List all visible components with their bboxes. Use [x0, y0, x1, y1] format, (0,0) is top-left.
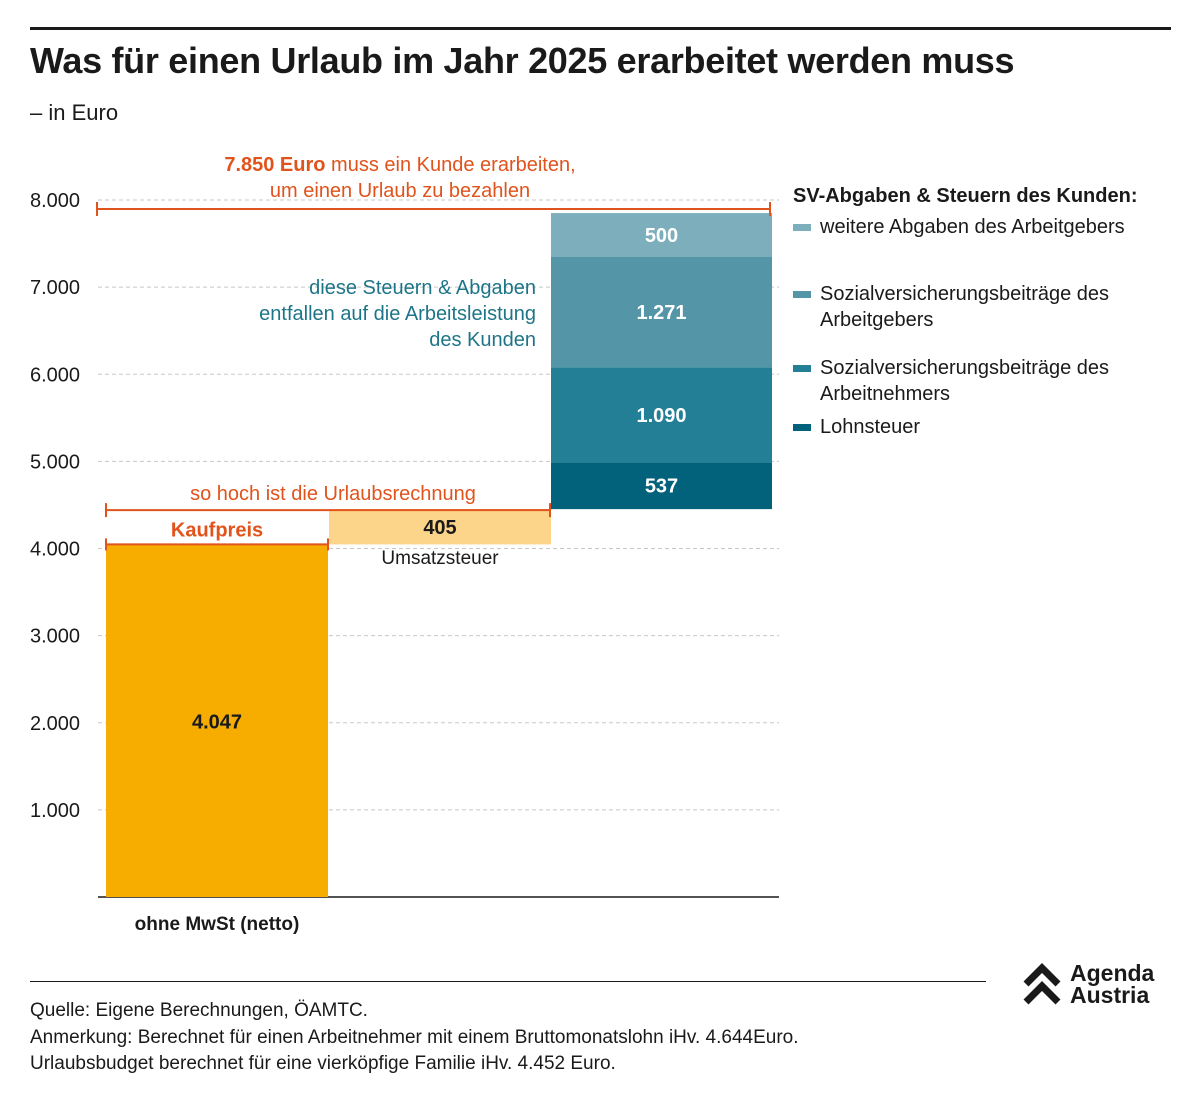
invoice-bracket-label: so hoch ist die Urlaubsrechnung	[190, 483, 476, 505]
legend-swatch	[793, 424, 811, 431]
kaufpreis-label: Kaufpreis	[171, 519, 263, 541]
double-chevron-up-icon	[1023, 963, 1061, 1005]
stack-annotation-line: diese Steuern & Abgaben	[309, 277, 536, 299]
legend-label: Sozialversicherungsbeiträge des Arbeitge…	[820, 283, 1110, 331]
brackets	[96, 202, 771, 551]
stack-data-label: 537	[645, 476, 678, 498]
bar-kaufpreis	[106, 544, 328, 897]
legend-label: Lohnsteuer	[820, 416, 921, 438]
stack-annotation-line: entfallen auf die Arbeitsleistung	[259, 303, 536, 325]
y-tick-label: 3.000	[30, 626, 80, 648]
chart-subtitle: – in Euro	[30, 100, 119, 125]
source-notes: Quelle: Eigene Berechnungen, ÖAMTC. Anme…	[30, 998, 799, 1078]
stack-annotation-line: des Kunden	[429, 329, 536, 351]
stack-data-label: 1.090	[636, 405, 686, 427]
stack-segment-3	[551, 213, 772, 257]
legend-swatch	[793, 224, 811, 231]
y-tick-label: 1.000	[30, 800, 80, 822]
footer-rule	[30, 981, 986, 982]
bar-umsatzsteuer	[329, 509, 551, 545]
logo-text: Agenda Austria	[1070, 960, 1155, 1008]
umsatzsteuer-label: Umsatzsteuer	[381, 548, 499, 569]
stack-segment-2	[551, 256, 772, 368]
note-line: Urlaubsbudget berechnet für eine vierköp…	[30, 1053, 616, 1074]
bars	[106, 213, 772, 897]
source-line: Quelle: Eigene Berechnungen, ÖAMTC.	[30, 1000, 368, 1021]
total-bracket-rest: muss ein Kunde erarbeiten,	[326, 154, 576, 176]
y-tick-label: 8.000	[30, 190, 80, 212]
stack-segment-1	[551, 367, 772, 463]
y-tick-label: 2.000	[30, 713, 80, 735]
top-rule	[30, 27, 1171, 30]
stack-data-label: 1.271	[636, 302, 686, 324]
y-tick-label: 5.000	[30, 451, 80, 473]
stack-data-label: 500	[645, 225, 678, 247]
y-tick-label: 7.000	[30, 277, 80, 299]
y-tick-label: 6.000	[30, 364, 80, 386]
y-tick-label: 4.000	[30, 539, 80, 561]
data-label: 405	[423, 517, 456, 539]
stack-segment-0	[551, 462, 772, 510]
chart-title: Was für einen Urlaub im Jahr 2025 erarbe…	[30, 40, 1015, 81]
legend-title: SV-Abgaben & Steuern des Kunden:	[793, 185, 1138, 207]
note-line: Anmerkung: Berechnet für einen Arbeitneh…	[30, 1026, 799, 1048]
legend-swatch	[793, 365, 811, 372]
agenda-austria-logo: Agenda Austria	[1022, 962, 1172, 1010]
legend-swatch	[793, 291, 811, 298]
legend-label: weitere Abgaben des Arbeitgebers	[820, 216, 1125, 238]
logo-line: Agenda	[1070, 960, 1155, 986]
total-bracket-bold: 7.850 Euro	[224, 154, 325, 176]
data-label: 4.047	[192, 712, 242, 734]
total-bracket-label-line1: 7.850 Euro muss ein Kunde erarbeiten,	[224, 154, 575, 176]
legend-label: Sozialversicherungsbeiträge des Arbeitne…	[820, 357, 1110, 405]
chart-labels: 1.000 2.000 3.000 4.000 5.000 6.000 7.000 8.000…	[30, 154, 687, 935]
logo-line: Austria	[1070, 982, 1150, 1008]
total-bracket-label-line2: um einen Urlaub zu bezahlen	[270, 180, 530, 202]
x-category-label: ohne MwSt (netto)	[135, 914, 300, 935]
